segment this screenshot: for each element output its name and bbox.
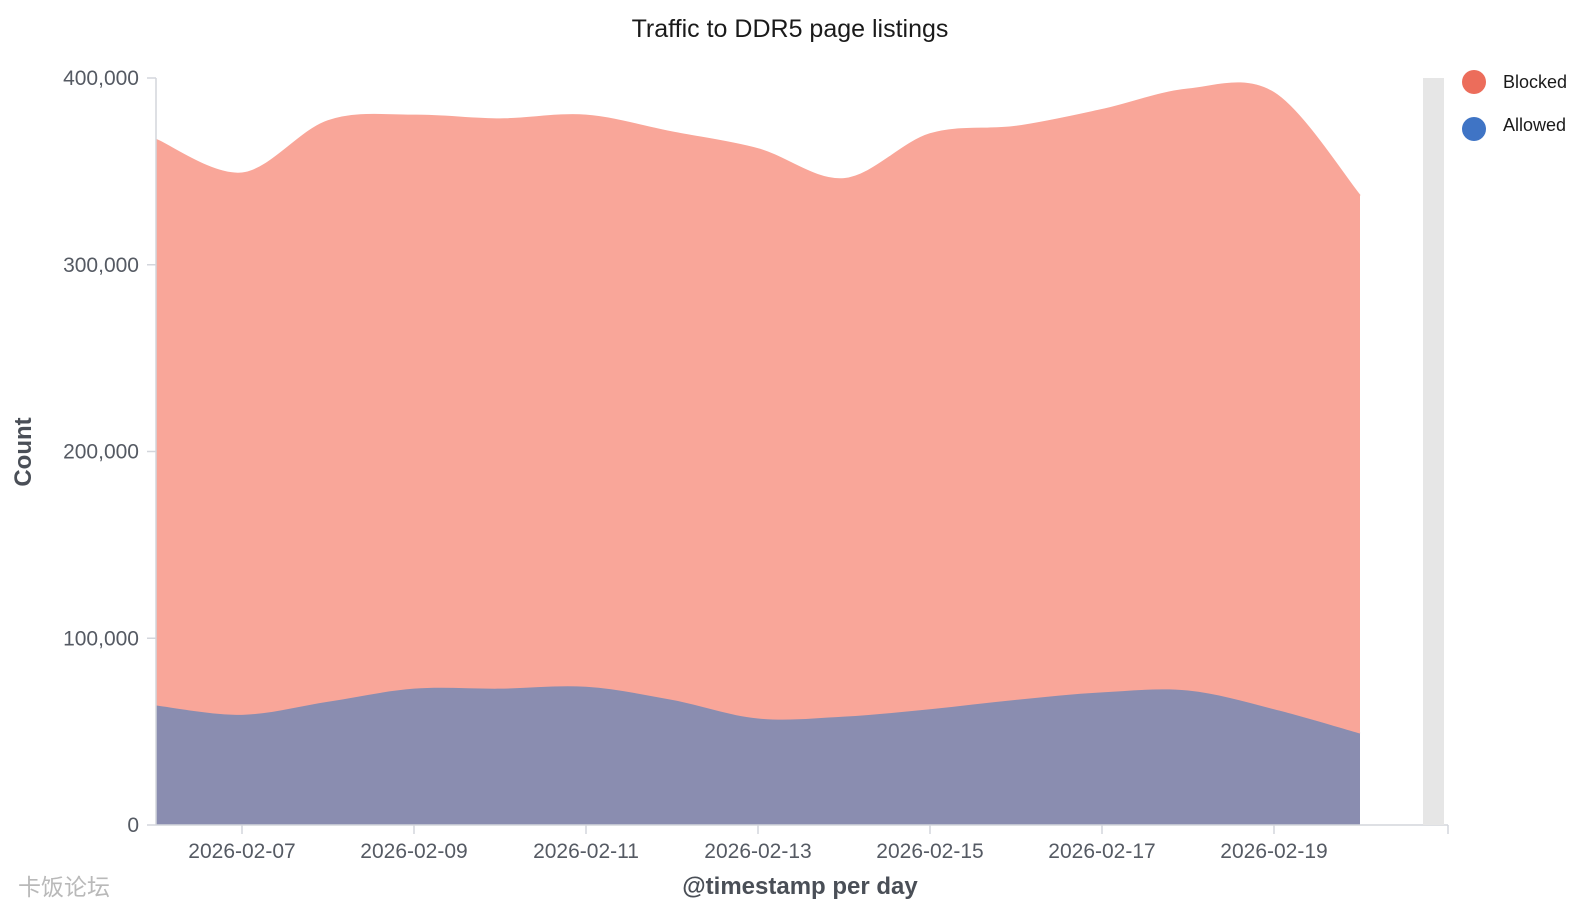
x-tick-label: 2026-02-15 — [876, 840, 983, 863]
x-tick-label: 2026-02-13 — [704, 840, 811, 863]
area-allowed — [156, 686, 1360, 825]
legend-swatch-blocked — [1462, 70, 1486, 94]
legend-item-allowed[interactable]: Allowed — [1462, 115, 1566, 141]
area-series-group — [155, 82, 1361, 825]
y-tick-label: 100,000 — [63, 627, 139, 650]
y-tick-label: 400,000 — [63, 67, 139, 90]
legend: Blocked Allowed — [1462, 70, 1567, 141]
legend-swatch-allowed — [1462, 117, 1486, 141]
x-tick-label: 2026-02-17 — [1048, 840, 1155, 863]
x-tick-labels: 2026-02-07 2026-02-09 2026-02-11 2026-02-13… — [188, 840, 1327, 863]
y-tick-label: 0 — [127, 814, 139, 837]
legend-label-blocked: Blocked — [1503, 72, 1567, 92]
x-axis-title: @timestamp per day — [682, 873, 918, 900]
area-edge-blocked — [155, 82, 1361, 197]
y-tick-label: 200,000 — [63, 441, 139, 464]
x-tick-label: 2026-02-09 — [360, 840, 467, 863]
x-tick-label: 2026-02-19 — [1220, 840, 1327, 863]
legend-item-blocked[interactable]: Blocked — [1462, 70, 1567, 94]
y-axis-title: Count — [10, 417, 37, 486]
chart-title: Traffic to DDR5 page listings — [632, 15, 949, 43]
x-tick-label: 2026-02-11 — [533, 840, 639, 863]
x-tick-label: 2026-02-07 — [188, 840, 295, 863]
legend-scrollbar[interactable] — [1423, 78, 1444, 825]
watermark-text: 卡饭论坛 — [18, 874, 110, 900]
y-tick-labels: 0 100,000 200,000 300,000 400,000 — [63, 67, 139, 837]
area-blocked — [156, 83, 1360, 734]
y-tick-label: 300,000 — [63, 254, 139, 277]
legend-label-allowed: Allowed — [1503, 115, 1566, 135]
axes-group — [147, 77, 1449, 834]
